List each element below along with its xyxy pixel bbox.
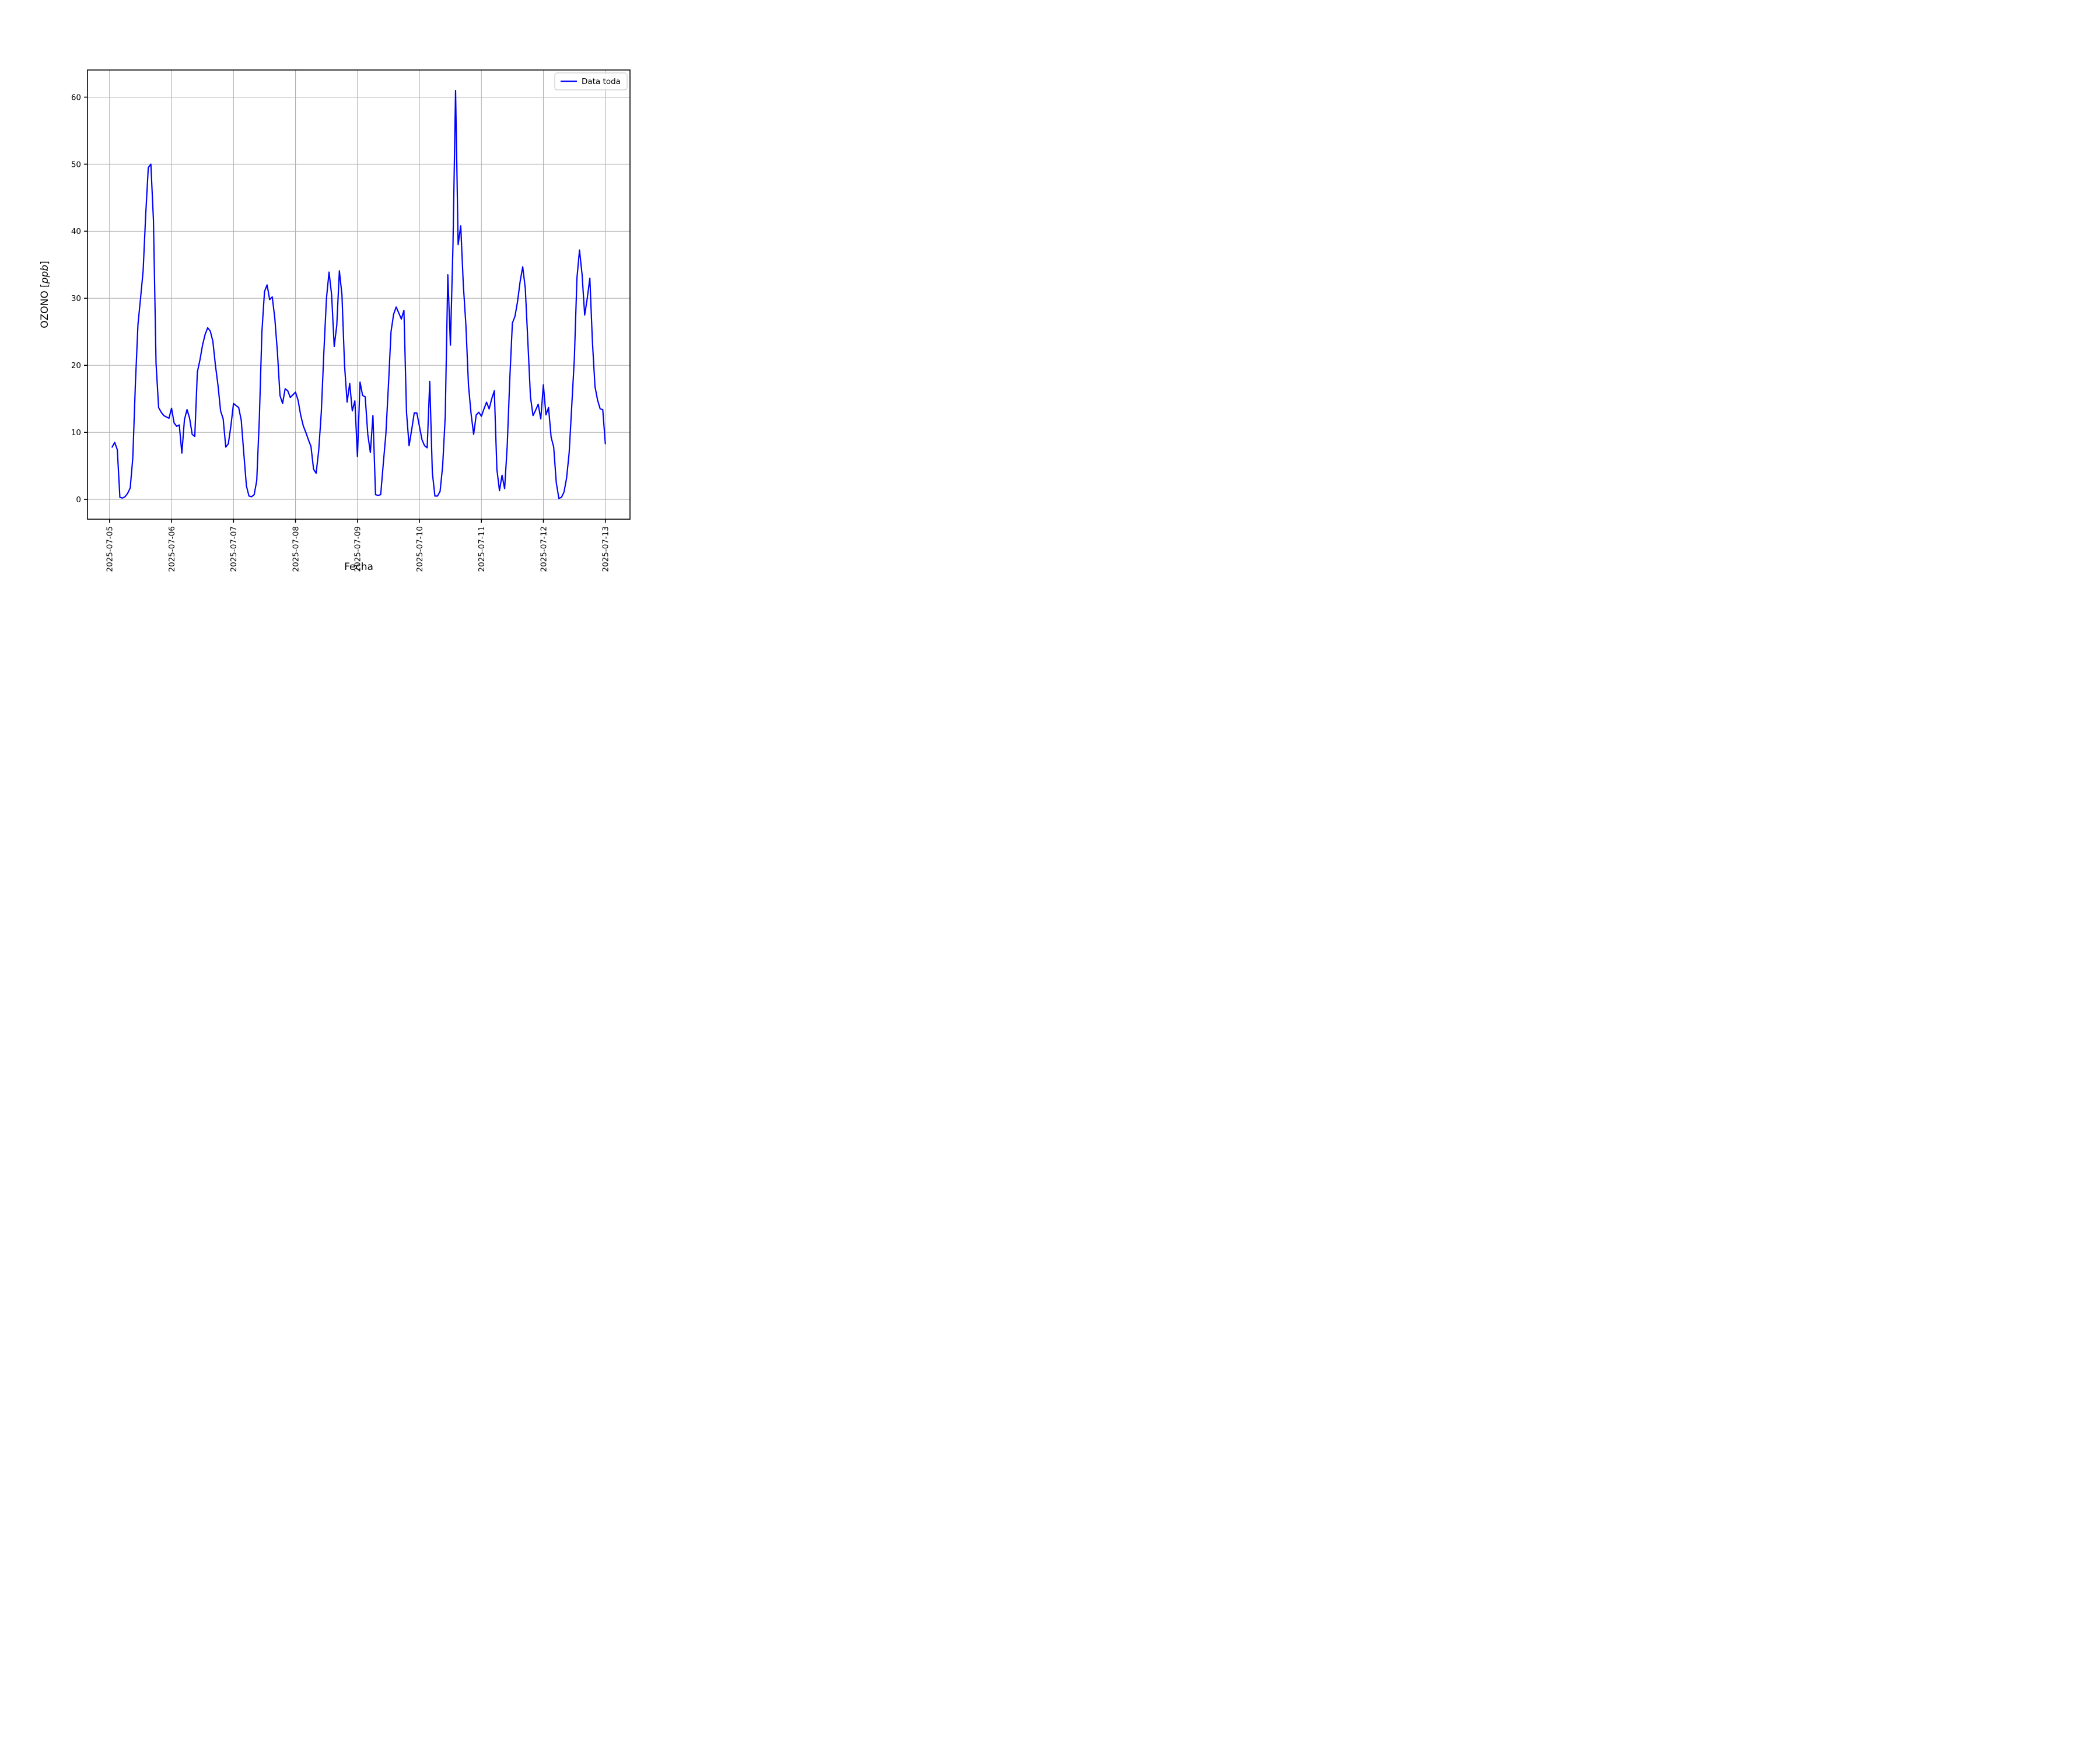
y-tick-label: 60 [71,93,81,102]
x-tick-label: 2025-07-11 [477,526,487,572]
y-tick-label: 30 [71,294,81,303]
y-tick-label: 20 [71,361,81,370]
y-tick-label: 50 [71,160,81,169]
y-tick-label: 0 [76,495,81,505]
figure: 2025-07-05 2025-07-06 2025-07-07 2025-07-08… [0,0,700,583]
y-tick-labels: 0 10 20 30 40 50 60 [71,93,81,505]
legend: Data toda [554,72,628,90]
x-tick-labels: 2025-07-05 2025-07-06 2025-07-07 2025-07-08… [106,526,611,572]
legend-box [554,72,628,90]
data-series-line [111,89,606,499]
tick-marks [84,96,606,523]
x-tick-label: 2025-07-07 [229,526,239,572]
grid-lines [88,70,630,519]
x-tick-label: 2025-07-08 [291,526,300,572]
x-axis-label: Fecha [344,561,373,573]
x-tick-label: 2025-07-06 [167,526,177,572]
x-tick-label: 2025-07-09 [354,526,363,572]
y-tick-label: 40 [71,227,81,236]
legend-entry-label: Data toda [582,77,621,86]
y-tick-label: 10 [71,428,81,438]
x-tick-label: 2025-07-10 [415,526,425,572]
x-tick-label: 2025-07-05 [106,526,115,572]
x-tick-label: 2025-07-13 [601,526,611,572]
x-tick-label: 2025-07-12 [539,526,548,572]
line-chart: 2025-07-05 2025-07-06 2025-07-07 2025-07-08… [39,69,631,573]
y-axis-label: OZONO [ppb] [39,261,51,328]
plot-frame [87,69,631,520]
